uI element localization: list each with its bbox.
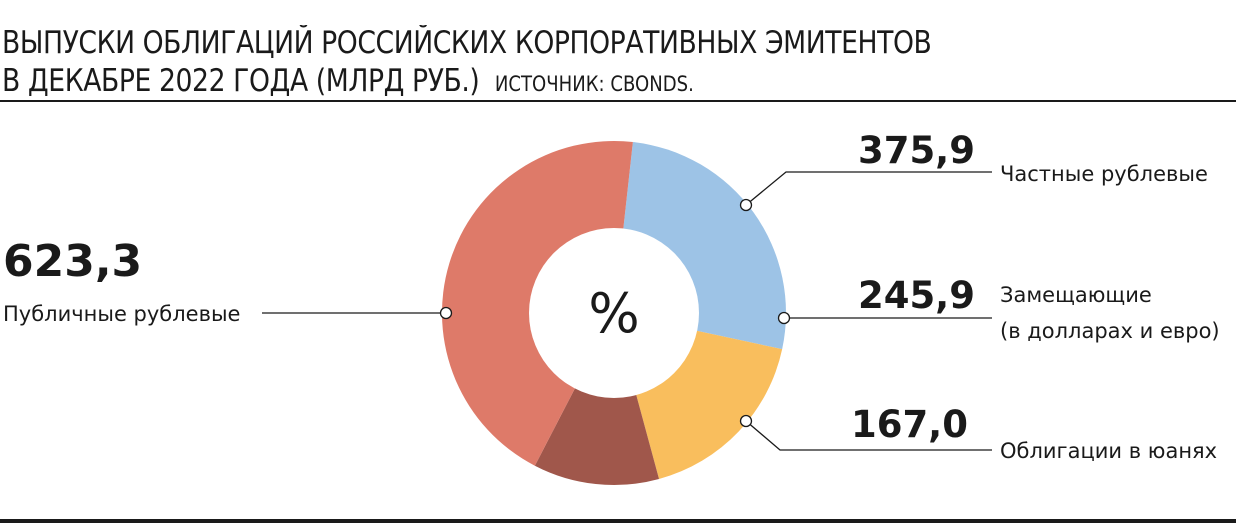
callout-publichnye: 623,3 Публичные рублевые xyxy=(3,236,453,326)
value-label: 245,9 xyxy=(858,274,975,317)
leader-line xyxy=(745,171,992,206)
top-rule xyxy=(0,100,1236,102)
leader-dot xyxy=(439,306,453,320)
series-label: Публичные рублевые xyxy=(3,302,240,326)
title-line-2: В ДЕКАБРЕ 2022 ГОДА (МЛРД РУБ.) ИСТОЧНИК:… xyxy=(2,62,1060,103)
leader-line xyxy=(745,420,992,451)
source-note: ИСТОЧНИК: CBONDS. xyxy=(494,72,694,96)
series-label-line-2: (в долларах и евро) xyxy=(1000,319,1220,343)
leader-dot xyxy=(739,414,753,428)
donut-hole xyxy=(529,228,699,398)
series-label-line-1: Замещающие xyxy=(1000,283,1152,307)
callout-yuan: 167,0 Облигации в юанях xyxy=(739,403,1217,463)
bottom-rule xyxy=(0,519,1236,523)
center-label: % xyxy=(588,282,639,345)
callout-zameshchayushchie: 245,9 Замещающие (в долларах и евро) xyxy=(777,274,1220,343)
series-label: Частные рублевые xyxy=(1000,162,1208,186)
slice-3 xyxy=(534,313,660,486)
value-label: 623,3 xyxy=(3,236,142,287)
title-line-1: ВЫПУСКИ ОБЛИГАЦИЙ РОССИЙСКИХ КОРПОРАТИВН… xyxy=(2,25,932,61)
callout-chastnye: 375,9 Частные рублевые xyxy=(739,129,1208,212)
leader-dot xyxy=(739,198,753,212)
chart-title: ВЫПУСКИ ОБЛИГАЦИЙ РОССИЙСКИХ КОРПОРАТИВН… xyxy=(2,24,1060,103)
value-label: 375,9 xyxy=(858,129,975,172)
value-label: 167,0 xyxy=(851,403,968,446)
series-label: Облигации в юанях xyxy=(1000,439,1217,463)
leader-dot xyxy=(777,311,791,325)
title-line-2-text: В ДЕКАБРЕ 2022 ГОДА (МЛРД РУБ.) xyxy=(2,63,480,99)
